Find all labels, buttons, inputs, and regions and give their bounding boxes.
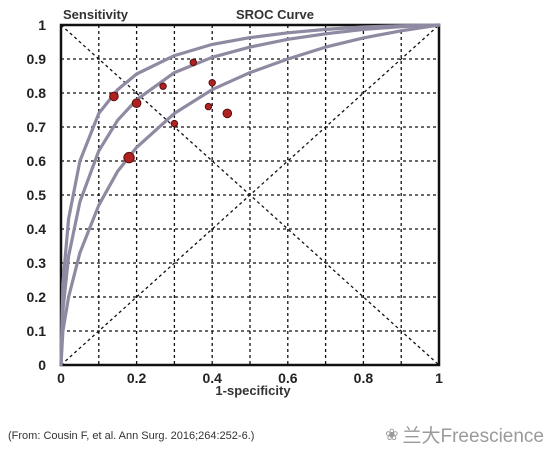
y-tick-label: 0.7 [27,119,47,135]
y-tick-label: 0.2 [27,289,47,305]
brand-watermark: ❀ 兰大Freescience [385,421,544,448]
y-tick-label: 0.8 [27,85,47,101]
study-point [109,91,119,102]
sroc-curve-summary [59,23,441,367]
study-point [123,151,135,164]
study-point [222,108,233,119]
y-axis-label: Sensitivity [63,7,129,22]
y-tick-label: 0.5 [27,187,47,203]
y-tick-label: 0.9 [27,51,47,67]
x-tick-label: 0.8 [354,370,374,386]
y-tick-label: 0.1 [27,323,47,339]
reference-lines [60,24,440,366]
study-point [159,82,167,90]
wechat-icon: ❀ [385,426,399,444]
brand-text: 兰大Freescience [402,426,545,447]
y-tick-label: 0.4 [27,221,47,237]
x-tick-label: 0 [57,370,65,386]
x-tick-labels: 0 0.2 0.4 0.6 0.8 1 [57,370,443,386]
y-tick-label: 0 [38,357,46,373]
x-tick-label: 0.6 [278,370,298,386]
sroc-curves [59,23,441,367]
sroc-curve-upper [59,23,441,367]
citation-text: (From: Cousin F, et al. Ann Surg. 2016;2… [8,430,255,442]
x-axis-label: 1-specificity [215,383,291,398]
y-tick-labels: 0 0.1 0.2 0.3 0.4 0.5 0.6 0.7 0.8 0.9 1 [27,17,47,373]
study-point [170,119,179,128]
y-tick-label: 1 [38,17,46,33]
study-point [189,58,198,67]
x-tick-label: 1 [435,370,443,386]
y-tick-label: 0.3 [27,255,47,271]
study-point [131,98,142,108]
study-point [208,79,216,87]
x-tick-label: 0.2 [127,370,147,386]
sroc-curve-lower [59,23,441,367]
y-tick-label: 0.6 [27,153,47,169]
study-points [109,58,233,164]
plot-frame [59,23,441,367]
sroc-chart: 0 0.2 0.4 0.6 0.8 1 0 0.1 0.2 0.3 0.4 0.5 0.6 0.7 0.8… [27,7,444,398]
x-tick-label: 0.4 [202,370,222,386]
anti-diagonal-reference-line [60,24,440,366]
chart-title: SROC Curve [236,7,314,22]
study-point [204,102,213,111]
